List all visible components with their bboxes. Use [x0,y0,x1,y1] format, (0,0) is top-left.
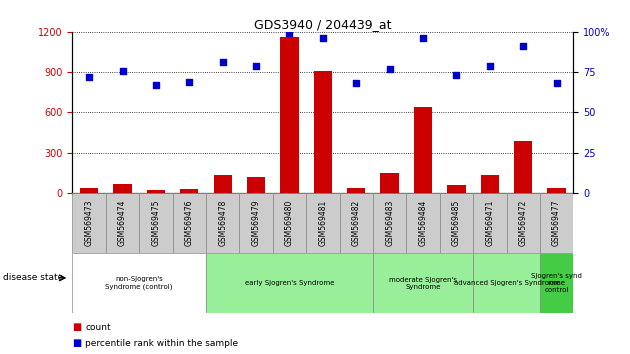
Text: non-Sjogren's
Syndrome (control): non-Sjogren's Syndrome (control) [105,276,173,290]
FancyBboxPatch shape [106,193,139,253]
Bar [247,177,265,193]
FancyBboxPatch shape [173,193,206,253]
FancyBboxPatch shape [540,253,573,313]
Text: GSM569480: GSM569480 [285,200,294,246]
FancyBboxPatch shape [340,193,373,253]
FancyBboxPatch shape [273,193,306,253]
Bar [280,37,299,193]
Text: ■: ■ [72,322,82,332]
FancyBboxPatch shape [406,193,440,253]
Text: GSM569475: GSM569475 [151,200,161,246]
Point [151,82,161,88]
FancyBboxPatch shape [507,193,540,253]
Bar [414,107,432,193]
Text: GSM569485: GSM569485 [452,200,461,246]
Point [118,68,128,73]
Bar [314,71,332,193]
Text: percentile rank within the sample: percentile rank within the sample [85,339,238,348]
Text: GSM569474: GSM569474 [118,200,127,246]
Bar [481,176,499,193]
Bar [214,176,232,193]
Point [485,63,495,69]
FancyBboxPatch shape [206,193,239,253]
Point [218,59,228,65]
Point [385,66,395,72]
Bar [381,173,399,193]
FancyBboxPatch shape [206,253,373,313]
Text: GSM569481: GSM569481 [318,200,328,246]
Title: GDS3940 / 204439_at: GDS3940 / 204439_at [254,18,392,31]
Point [185,79,195,85]
Point [251,63,261,69]
Text: GSM569478: GSM569478 [218,200,227,246]
Point [352,81,362,86]
Point [84,74,94,80]
Text: advanced Sjogren's Syndrome: advanced Sjogren's Syndrome [454,280,559,286]
FancyBboxPatch shape [473,193,507,253]
Bar [347,188,365,193]
Text: moderate Sjogren's
Syndrome: moderate Sjogren's Syndrome [389,277,457,290]
Bar [80,188,98,193]
Text: GSM569473: GSM569473 [84,200,94,246]
Text: GSM569482: GSM569482 [352,200,361,246]
FancyBboxPatch shape [239,193,273,253]
Text: GSM569472: GSM569472 [518,200,528,246]
Text: GSM569476: GSM569476 [185,200,194,246]
FancyBboxPatch shape [72,193,106,253]
Point [318,35,328,41]
Text: GSM569479: GSM569479 [251,200,261,246]
Text: GSM569471: GSM569471 [485,200,495,246]
FancyBboxPatch shape [540,193,573,253]
FancyBboxPatch shape [473,253,540,313]
FancyBboxPatch shape [72,253,206,313]
Point [518,44,529,49]
FancyBboxPatch shape [373,193,406,253]
Text: GSM569484: GSM569484 [418,200,428,246]
Point [552,81,562,86]
Text: ■: ■ [72,338,82,348]
Bar [113,184,132,193]
Point [418,35,428,41]
Bar [447,185,466,193]
Text: GSM569477: GSM569477 [552,200,561,246]
Text: disease state: disease state [3,273,64,282]
Bar [547,188,566,193]
FancyBboxPatch shape [306,193,340,253]
Point [452,73,462,78]
Text: count: count [85,323,111,332]
FancyBboxPatch shape [139,193,173,253]
Bar [514,141,532,193]
Bar [180,189,198,193]
FancyBboxPatch shape [440,193,473,253]
FancyBboxPatch shape [373,253,473,313]
Bar [147,190,165,193]
Text: Sjogren's synd
rome
control: Sjogren's synd rome control [531,273,582,293]
Text: GSM569483: GSM569483 [385,200,394,246]
Text: early Sjogren's Syndrome: early Sjogren's Syndrome [245,280,334,286]
Point [285,31,295,36]
